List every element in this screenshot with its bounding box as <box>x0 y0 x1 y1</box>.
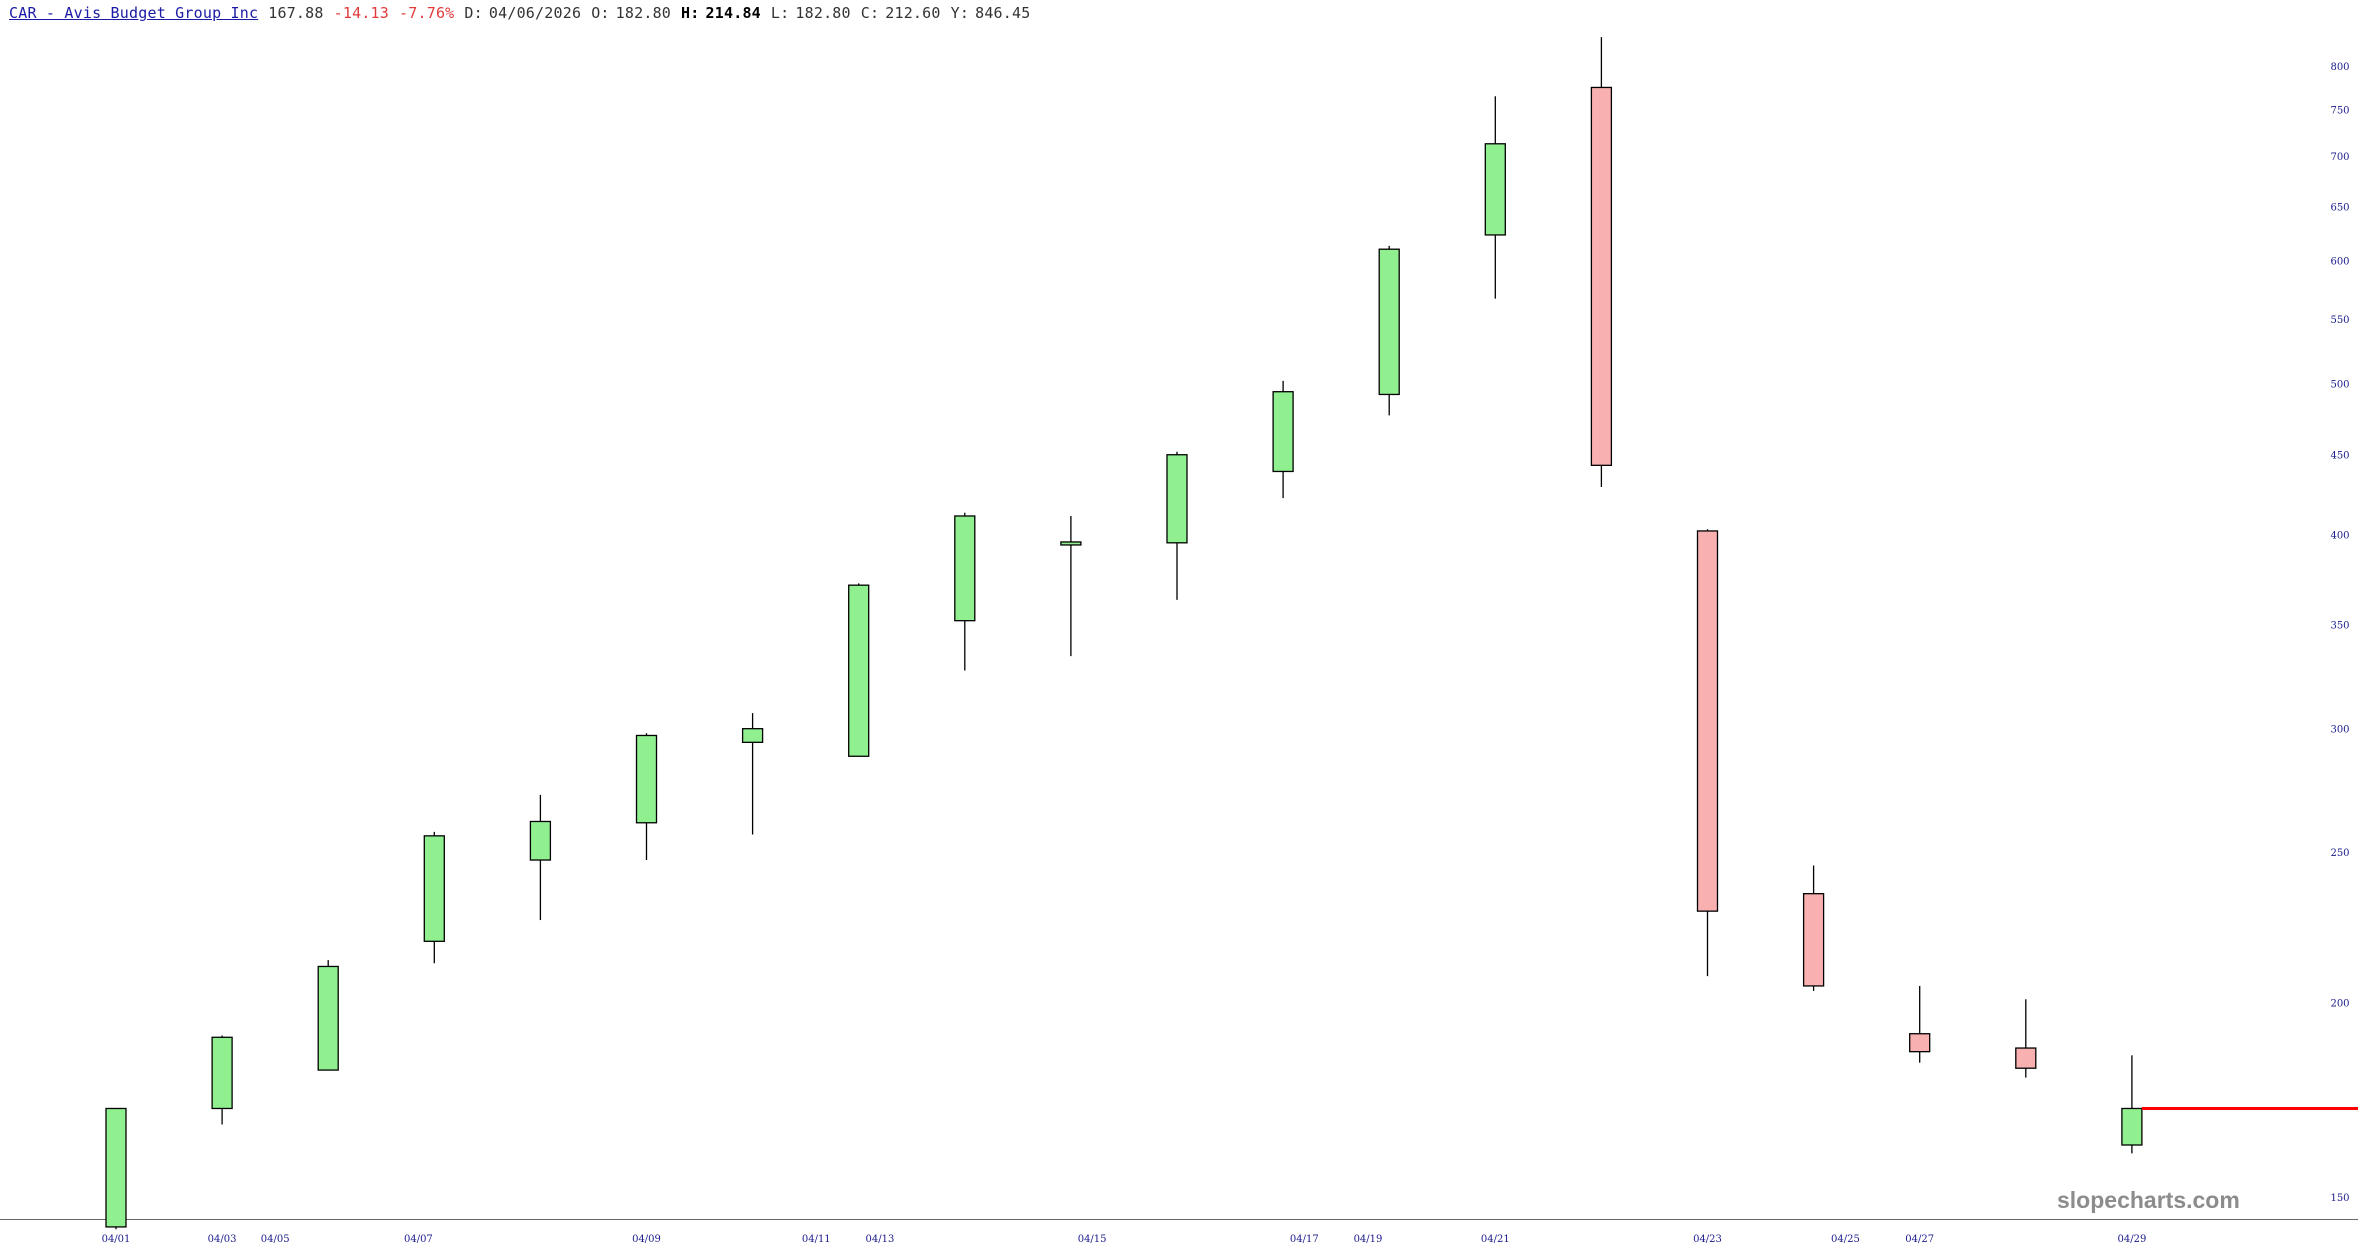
x-tick-label: 04/15 <box>1078 1234 1107 1245</box>
x-tick-label: 04/01 <box>102 1234 131 1245</box>
candle-up <box>317 965 339 1071</box>
candle-up <box>1272 391 1294 473</box>
price-change: -14.13 <box>333 4 390 22</box>
x-tick-label: 04/25 <box>1831 1234 1860 1245</box>
candle-up <box>105 1107 127 1228</box>
y-tick-label: 700 <box>2330 152 2349 163</box>
x-tick-label: 04/21 <box>1481 1234 1510 1245</box>
y-label: Y: <box>950 4 970 22</box>
x-tick-label: 04/07 <box>404 1234 433 1245</box>
date-label: D: <box>464 4 483 22</box>
y-tick-label: 150 <box>2330 1193 2349 1204</box>
candle-up <box>741 728 764 743</box>
high-value: 214.84 <box>705 4 761 22</box>
x-tick-label: 04/23 <box>1693 1234 1722 1245</box>
y-tick-label: 200 <box>2330 999 2349 1010</box>
candles-layer <box>105 37 2143 1230</box>
candle-down <box>1590 86 1613 466</box>
y-value: 846.45 <box>975 4 1031 22</box>
y-tick-label: 350 <box>2330 621 2349 632</box>
low-label: L: <box>770 4 790 22</box>
y-tick-label: 650 <box>2330 202 2349 213</box>
close-value: 212.60 <box>885 4 941 22</box>
x-tick-label: 04/03 <box>208 1234 237 1245</box>
x-tick-label: 04/17 <box>1290 1234 1319 1245</box>
candle-down <box>2015 1047 2037 1069</box>
x-tick-label: 04/09 <box>632 1234 661 1245</box>
candle-up <box>954 515 976 622</box>
x-tick-label: 04/05 <box>261 1234 290 1245</box>
ticker-link[interactable]: CAR - Avis Budget Group Inc <box>9 4 259 22</box>
x-tick-label: 04/19 <box>1354 1234 1383 1245</box>
watermark: slopecharts.com <box>2057 1187 2240 1213</box>
candle-up <box>423 835 445 942</box>
y-tick-label: 300 <box>2330 725 2349 736</box>
date-value: 04/06/2026 <box>488 4 582 22</box>
candle-down <box>1696 530 1719 912</box>
candle-down <box>1802 893 1825 987</box>
candle-up <box>848 584 870 757</box>
low-value: 182.80 <box>795 4 851 22</box>
candle-up <box>1060 541 1082 546</box>
candle-up <box>1166 454 1188 544</box>
x-tick-label: 04/27 <box>1905 1234 1934 1245</box>
candle-up <box>1484 143 1506 236</box>
y-axis-ticks: 150 200 250 300 350 400 450 500 550 600 650 700 750 8… <box>2330 62 2349 1204</box>
candle-up <box>1378 248 1400 396</box>
y-tick-label: 400 <box>2330 530 2349 541</box>
high-label: H: <box>681 4 700 22</box>
open-label: O: <box>591 4 610 22</box>
price-change-percent: -7.76% <box>399 4 455 22</box>
candle-up <box>2121 1107 2143 1146</box>
y-tick-label: 600 <box>2330 256 2349 267</box>
candle-up <box>211 1036 233 1110</box>
y-tick-label: 500 <box>2330 380 2349 391</box>
x-tick-label: 04/29 <box>2117 1234 2146 1245</box>
candle-down <box>1909 1033 1931 1053</box>
y-tick-label: 750 <box>2330 106 2349 117</box>
x-tick-label: 04/11 <box>802 1234 831 1245</box>
close-label: C: <box>860 4 880 22</box>
y-tick-label: 450 <box>2330 451 2349 462</box>
candle-up <box>529 820 552 861</box>
quote-header: CAR - Avis Budget Group Inc 167.88 -14.13-… <box>9 3 1040 23</box>
x-tick-label: 04/13 <box>866 1234 895 1245</box>
last-price: 167.88 <box>268 4 324 22</box>
x-axis-ticks: 04/01 04/03 04/05 04/07 04/09 04/11 04/13 04/15… <box>102 1234 2147 1245</box>
y-tick-label: 800 <box>2330 62 2349 73</box>
y-tick-label: 250 <box>2330 848 2349 859</box>
candle-up <box>635 734 658 824</box>
open-value: 182.80 <box>615 4 672 22</box>
y-tick-label: 550 <box>2330 315 2349 326</box>
